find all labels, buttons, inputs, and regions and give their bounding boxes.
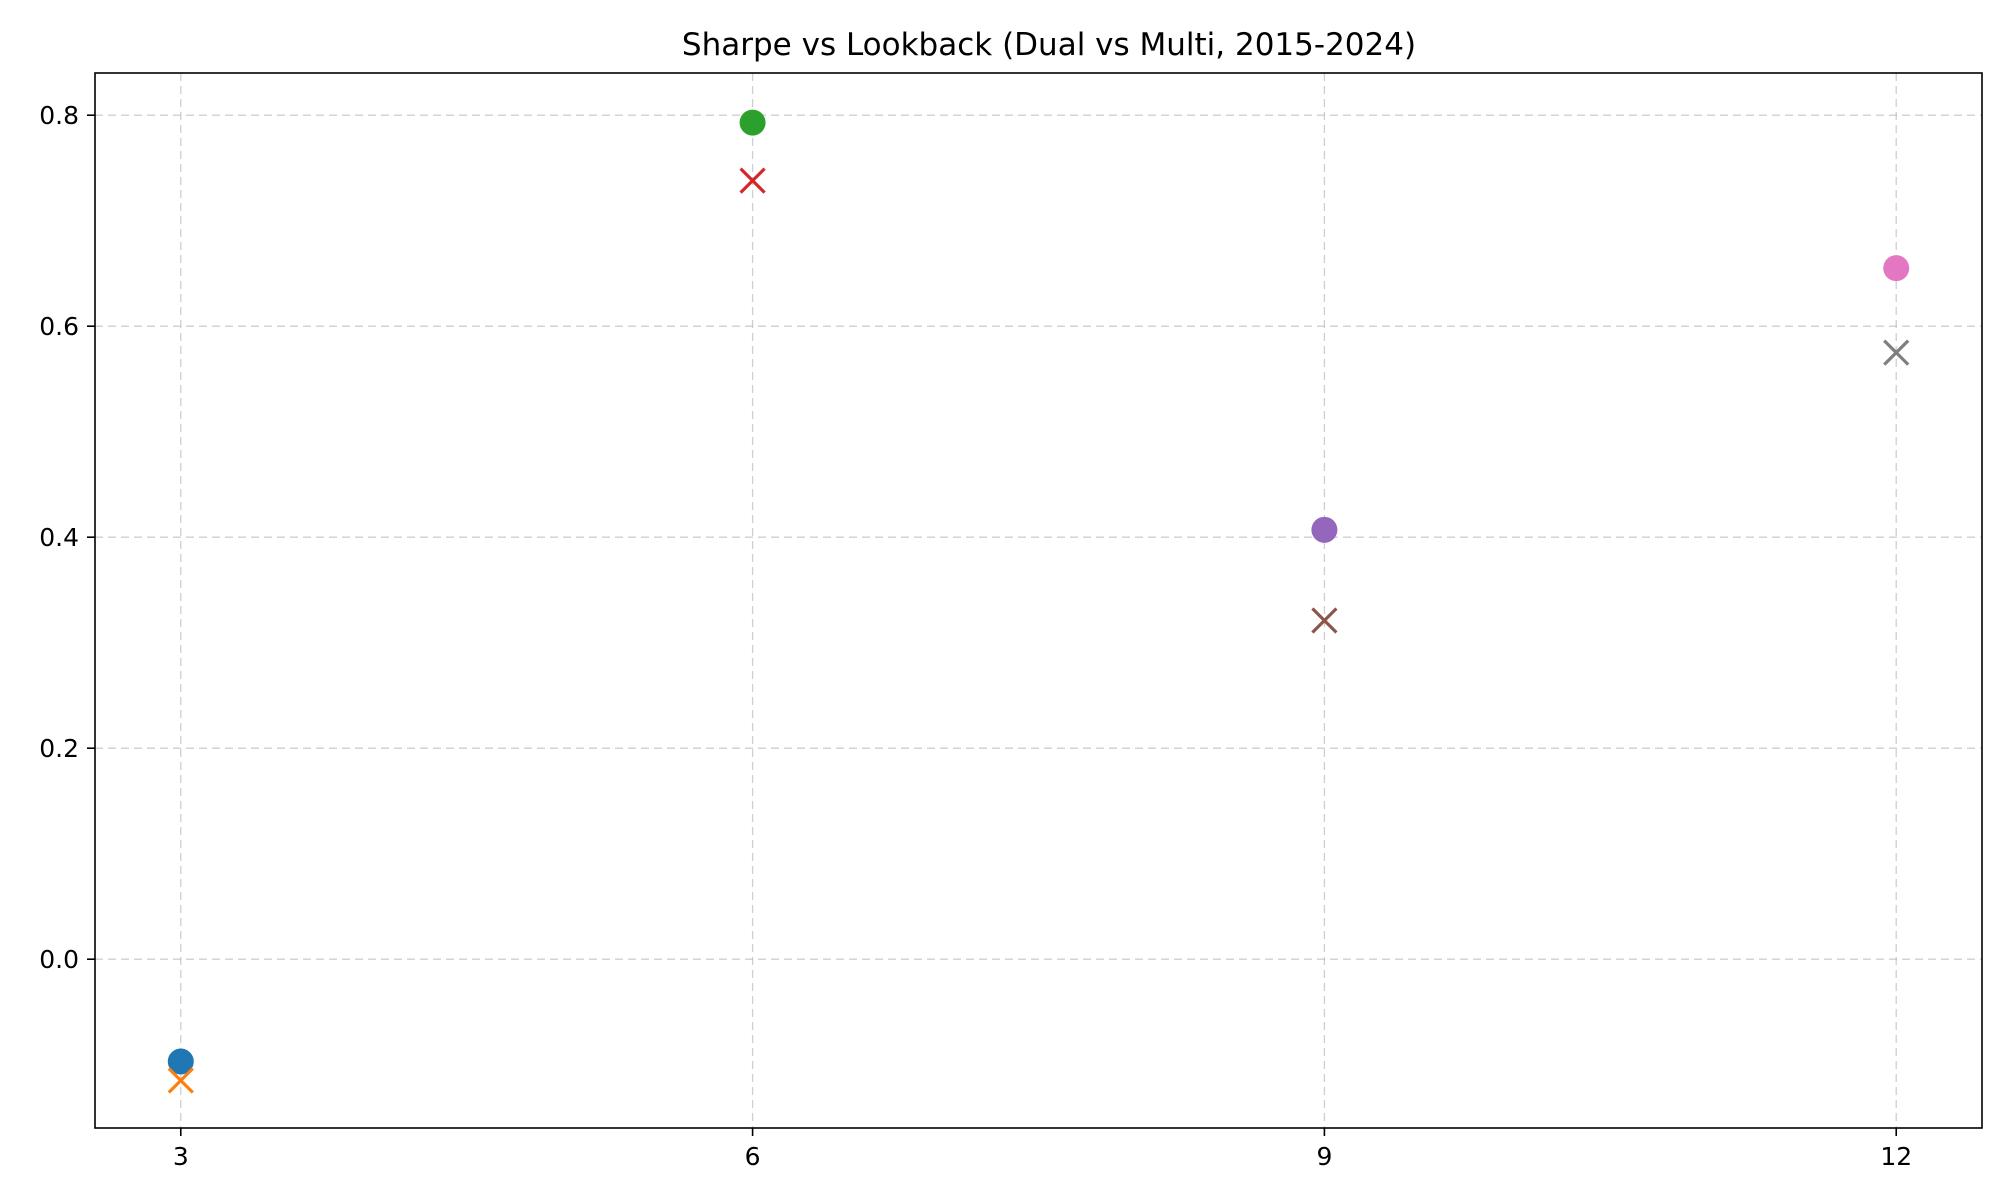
data-point-circle (1311, 516, 1338, 543)
x-tick-label: 3 (173, 1142, 189, 1171)
data-point-x (739, 167, 766, 194)
chart-title: Sharpe vs Lookback (Dual vs Multi, 2015-… (682, 27, 1416, 63)
y-tick-label: 0.2 (39, 734, 79, 763)
data-point-x (1311, 607, 1338, 634)
grid-layer (95, 73, 1982, 1128)
x-tick-label: 6 (745, 1142, 761, 1171)
data-markers (167, 109, 1910, 1094)
data-point-circle (739, 109, 766, 136)
y-tick-label: 0.8 (39, 101, 79, 130)
y-tick-label: 0.4 (39, 523, 79, 552)
y-tick-label: 0.0 (39, 945, 79, 974)
data-point-x (167, 1067, 194, 1094)
x-tick-label: 9 (1316, 1142, 1332, 1171)
data-point-x (1883, 339, 1910, 366)
axis-ticks: 3 6 9 12 0.0 0.2 0.4 0.6 0.8 (39, 101, 1912, 1171)
plot-area-frame (94, 72, 1983, 1129)
y-tick-label: 0.6 (39, 312, 79, 341)
data-point-circle (167, 1048, 194, 1075)
data-point-circle (1883, 255, 1910, 282)
x-tick-label: 12 (1880, 1142, 1912, 1171)
